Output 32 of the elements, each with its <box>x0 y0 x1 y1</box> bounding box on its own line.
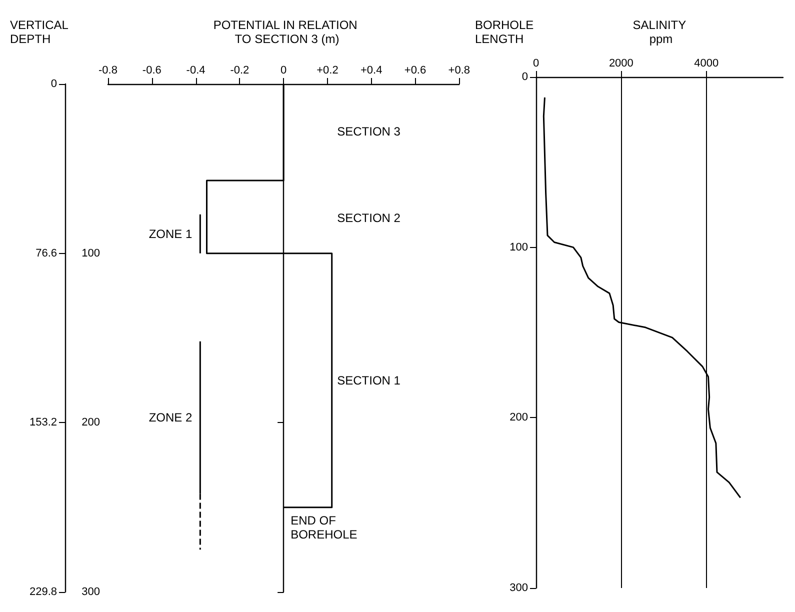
y2-axis-title: VERTICAL DEPTH <box>10 18 72 46</box>
x-tick-label: +0.8 <box>448 64 470 76</box>
x-tick-label: 0 <box>532 58 540 70</box>
y2-tick-label: 153.2 <box>29 416 57 429</box>
y-tick-label: 200 <box>510 412 528 424</box>
x-tick-label: -0.4 <box>186 64 206 76</box>
x-axis-title: POTENTIAL IN RELATION TO SECTION 3 (m) <box>213 18 361 46</box>
y-tick-label: 100 <box>82 247 100 260</box>
annotation: SECTION 3 <box>337 124 401 139</box>
series-label: ZONE 2 <box>148 410 192 425</box>
x-tick-label: -0.2 <box>230 64 250 76</box>
x-tick-label: -0.6 <box>142 64 162 76</box>
x-tick-label: +0.2 <box>316 64 338 76</box>
x-tick-label: +0.4 <box>360 64 382 76</box>
x-tick-label: -0.8 <box>98 64 118 76</box>
x-axis-title: SALINITY ppm <box>632 18 690 46</box>
y-tick-label: 300 <box>510 582 528 594</box>
x-tick-label: 0 <box>280 64 287 76</box>
annotation: SECTION 2 <box>337 211 401 225</box>
y2-tick-label: 229.8 <box>29 586 57 598</box>
y-tick-label: 100 <box>510 241 528 254</box>
y2-tick-label: 0 <box>50 78 57 90</box>
y2-tick-label: 76.6 <box>36 247 57 260</box>
y-tick-label: 200 <box>82 416 100 429</box>
annotation: SECTION 1 <box>337 374 401 388</box>
annotation: END OF BOREHOLE <box>290 513 358 542</box>
y-axis-title: BORHOLE LENGTH <box>475 18 538 46</box>
x-tick-label: 2000 <box>608 58 634 70</box>
x-tick-label: 4000 <box>694 58 719 70</box>
y-tick-label: 300 <box>82 586 100 598</box>
series-label: ZONE 1 <box>148 226 192 241</box>
x-tick-label: +0.6 <box>404 64 426 76</box>
